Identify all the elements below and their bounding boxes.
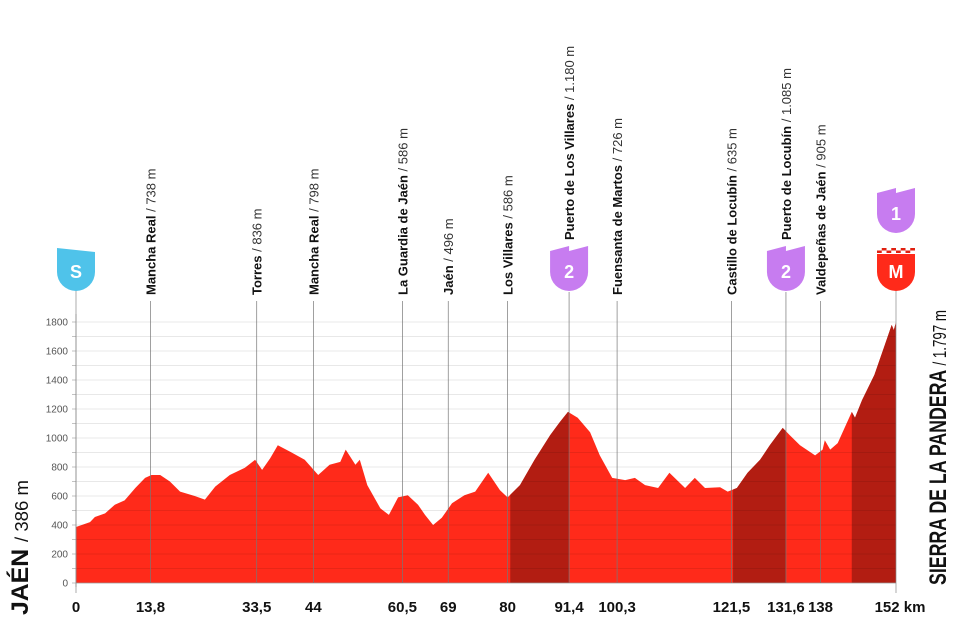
km-label: 91,4 <box>554 599 584 616</box>
finish-label: SIERRA DE LA PANDERA / 1.797 m <box>925 310 952 585</box>
waypoint-elevation: / 586 m <box>395 128 410 175</box>
waypoint-name: Torres <box>250 256 265 296</box>
km-label: 33,5 <box>242 599 271 616</box>
waypoint-label: Puerto de Los Villares / 1.180 m <box>562 46 577 240</box>
waypoint-elevation: / 1.085 m <box>779 68 794 126</box>
badge-text: S <box>70 262 82 282</box>
badge-text: M <box>889 262 904 282</box>
badge-shape <box>877 254 915 291</box>
waypoint-label: Fuensanta de Martos / 726 m <box>610 118 625 295</box>
km-label: 13,8 <box>136 599 165 616</box>
checkered-flag-icon <box>877 250 882 253</box>
mountain-icon <box>766 246 805 254</box>
km-label: 138 <box>808 599 833 616</box>
km-label: 69 <box>440 599 457 616</box>
waypoint-elevation: / 635 m <box>724 128 739 175</box>
km-label: 121,5 <box>713 599 751 616</box>
y-tick-label: 1200 <box>46 405 69 416</box>
badge-shape <box>550 254 589 291</box>
checkered-flag-icon <box>896 250 901 253</box>
waypoint-name: La Guardia de Jaén <box>395 175 410 295</box>
waypoint-elevation: / 726 m <box>610 118 625 165</box>
badge-text: 1 <box>891 204 901 224</box>
checkered-flag-icon <box>905 250 911 253</box>
waypoint-label: Valdepeñas de Jaén / 905 m <box>813 124 828 295</box>
flag-icon <box>57 248 95 254</box>
y-tick-label: 1600 <box>46 347 69 358</box>
checkered-flag-icon <box>900 248 906 251</box>
finish-elevation: / 1.797 m <box>930 310 950 365</box>
waypoint-name: Los Villares <box>501 222 516 295</box>
mountain-icon <box>550 246 589 254</box>
waypoint-elevation: / 496 m <box>441 218 456 265</box>
waypoint-label: Puerto de Locubín / 1.085 m <box>779 68 794 240</box>
waypoint-label: Jaén / 496 m <box>441 218 456 295</box>
km-label: 152 km <box>875 599 926 616</box>
waypoint-label: Castillo de Locubín / 635 m <box>724 128 739 295</box>
y-tick-label: 800 <box>51 463 68 474</box>
waypoint-label: Mancha Real / 798 m <box>306 169 321 295</box>
climb-badge: 1 <box>877 188 915 233</box>
waypoint-label: Torres / 836 m <box>250 209 265 295</box>
waypoint-name: Mancha Real <box>143 216 158 295</box>
climb-badge: 2 <box>550 246 589 291</box>
waypoint-elevation: / 798 m <box>306 169 321 216</box>
waypoint-elevation: / 738 m <box>143 169 158 216</box>
climb-segment-3 <box>851 322 896 583</box>
climb-badge: 2 <box>766 246 805 291</box>
waypoint-name: Valdepeñas de Jaén <box>813 171 828 295</box>
checkered-flag-icon <box>891 248 896 251</box>
checkered-flag-icon <box>910 248 915 251</box>
y-tick-label: 1400 <box>46 376 69 387</box>
badge-text: 2 <box>564 262 574 282</box>
waypoint-label: Mancha Real / 738 m <box>143 169 158 295</box>
y-tick-label: 1000 <box>46 434 69 445</box>
waypoint-name: Castillo de Locubín <box>724 175 739 295</box>
waypoint-name: Fuensanta de Martos <box>610 165 625 295</box>
finish-badge: M <box>877 248 915 291</box>
km-label: 60,5 <box>388 599 417 616</box>
finish-name: SIERRA DE LA PANDERA <box>925 365 952 585</box>
badge-shape <box>766 254 805 291</box>
climb-segment-1 <box>510 411 570 583</box>
waypoint-elevation: / 586 m <box>501 175 516 222</box>
waypoint-label: Los Villares / 586 m <box>501 175 516 295</box>
km-label: 80 <box>499 599 516 616</box>
km-label: 44 <box>305 599 322 616</box>
checkered-flag-icon <box>886 250 892 253</box>
y-tick-label: 400 <box>51 521 68 532</box>
badge-shape <box>57 254 95 291</box>
start-badge: S <box>57 248 95 291</box>
waypoint-label: La Guardia de Jaén / 586 m <box>395 128 410 295</box>
y-tick-label: 1800 <box>46 318 69 329</box>
waypoint-elevation: / 836 m <box>250 209 265 256</box>
km-label: 0 <box>72 599 80 616</box>
waypoint-elevation: / 905 m <box>813 124 828 171</box>
badge-shape <box>877 196 915 233</box>
y-tick-label: 600 <box>51 492 68 503</box>
y-tick-label: 200 <box>51 550 68 561</box>
km-label: 100,3 <box>598 599 636 616</box>
badge-text: 2 <box>781 262 791 282</box>
checkered-flag-icon <box>881 248 887 251</box>
start-label: JAÉN / 386 m <box>6 480 34 615</box>
climb-segment-2 <box>733 427 786 583</box>
waypoint-name: Mancha Real <box>306 216 321 295</box>
km-label: 131,6 <box>767 599 805 616</box>
profile-area <box>76 322 896 583</box>
start-elevation: / 386 m <box>12 480 32 542</box>
waypoint-name: Jaén <box>441 265 456 295</box>
waypoint-name: Puerto de Locubín <box>779 126 794 240</box>
y-tick-label: 0 <box>62 579 68 590</box>
mountain-icon <box>877 188 915 196</box>
waypoint-name: Puerto de Los Villares <box>562 104 577 240</box>
waypoint-elevation: / 1.180 m <box>562 46 577 104</box>
start-name: JAÉN <box>6 542 34 615</box>
